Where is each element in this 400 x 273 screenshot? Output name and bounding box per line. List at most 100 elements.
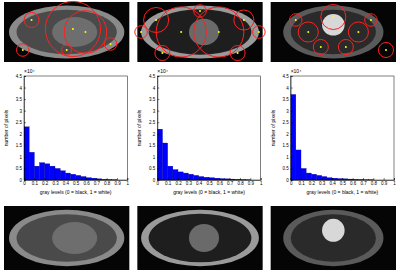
bar (34, 166, 39, 180)
bar (65, 173, 70, 180)
detection-circle (45, 1, 100, 56)
y-axis-title: number of pixels (3, 109, 9, 146)
tick: 0.2 (175, 178, 182, 186)
y-axis: 00.511.522.533.544.5 (149, 74, 159, 183)
organ (52, 17, 97, 47)
tick-mark (157, 168, 159, 169)
image-panel (271, 2, 396, 62)
plot-background (24, 76, 127, 180)
tick-mark (55, 178, 56, 180)
detection-circle (135, 26, 148, 39)
tick-label: 2.5 (16, 120, 23, 125)
tick-mark (384, 178, 385, 180)
detection-circle (313, 39, 328, 54)
detection-circle (321, 4, 346, 29)
tick-mark (117, 178, 118, 180)
bar (45, 164, 50, 180)
detection-center (218, 31, 220, 33)
detection-circle (234, 10, 254, 30)
tick: 0.7 (94, 178, 101, 186)
detection-center (110, 43, 112, 45)
tick: 0.4 (63, 178, 70, 186)
tick-label: 4 (286, 85, 289, 90)
detection-center (31, 19, 33, 21)
histogram: 00.10.20.30.40.50.60.70.80.9100.511.522.… (136, 68, 263, 195)
tick: 3 (153, 109, 160, 114)
bar (214, 178, 219, 180)
body-outline (141, 6, 259, 59)
tick: 3.5 (282, 97, 292, 102)
y-axis: 00.511.522.533.544.5 (282, 74, 292, 183)
tick: 0.3 (319, 178, 326, 186)
tick-label: 0.1 (165, 181, 172, 186)
detection-center (155, 19, 157, 21)
axis-line (291, 77, 293, 181)
detection-center (385, 49, 387, 51)
detection-center (140, 31, 142, 33)
bladder (322, 219, 345, 242)
detection-circle (378, 42, 393, 57)
tick-label: 1.5 (149, 143, 156, 148)
tick-mark (76, 178, 77, 180)
tick-label: 2 (19, 132, 22, 137)
tick-label: 0.5 (340, 181, 347, 186)
tick-label: 0.7 (94, 181, 101, 186)
tick-mark (291, 157, 293, 158)
tick-mark (199, 178, 200, 180)
tick-mark (24, 88, 26, 89)
tick-mark (45, 178, 46, 180)
detection-center (332, 16, 334, 18)
body-inner (149, 214, 252, 263)
tick: 0.5 (340, 178, 347, 186)
tick: 4.5 (282, 74, 292, 79)
tick-mark (363, 178, 364, 180)
image-panel (137, 206, 262, 270)
tick: 0.6 (350, 178, 357, 186)
tick: 4 (153, 85, 160, 90)
bladder (322, 14, 345, 36)
tick: 2 (153, 132, 160, 137)
tick-mark (291, 111, 293, 112)
tick: 3 (19, 109, 26, 114)
tick-mark (24, 111, 26, 112)
tick-mark (332, 178, 333, 180)
bar (306, 173, 311, 180)
tick-label: 0.5 (206, 181, 213, 186)
bar (86, 178, 91, 180)
tick-mark (34, 178, 35, 180)
y-axis-title: number of pixels (136, 109, 142, 146)
tick-label: 2 (153, 132, 156, 137)
tick-label: 3 (153, 109, 156, 114)
tick-label: 0.8 (237, 181, 244, 186)
tick-label: 3.5 (16, 97, 23, 102)
body-outline (283, 6, 383, 59)
tick-label: 0.4 (63, 181, 70, 186)
body-inner (17, 10, 117, 54)
plot-frame (157, 76, 260, 180)
axis-line (158, 77, 160, 181)
bar (194, 175, 199, 180)
detection-circle (365, 14, 378, 27)
detection-center (199, 10, 201, 12)
tick: 0 (153, 178, 160, 183)
bar (157, 129, 162, 180)
tick-label: 1 (153, 155, 156, 160)
image-panel (4, 206, 129, 270)
tick-mark (353, 178, 354, 180)
tick: 2.5 (282, 120, 292, 125)
bar (71, 174, 76, 180)
tick: 0.1 (32, 178, 39, 186)
tick-mark (157, 99, 159, 100)
tick-label: 0.4 (196, 181, 203, 186)
tick-mark (157, 134, 159, 135)
tick-label: 0.5 (282, 166, 289, 171)
tick-label: 4.5 (149, 74, 156, 79)
tick: 2.5 (16, 120, 26, 125)
detection-circle (17, 44, 30, 57)
axis-multiplier: ×10⁴ (24, 68, 35, 74)
x-axis-title: gray levels (0 = black, 1 = white) (173, 189, 245, 195)
detection-circle (289, 14, 302, 27)
detection-circle (230, 45, 245, 60)
tick: 2 (19, 132, 26, 137)
tick-label: 0.8 (104, 181, 111, 186)
